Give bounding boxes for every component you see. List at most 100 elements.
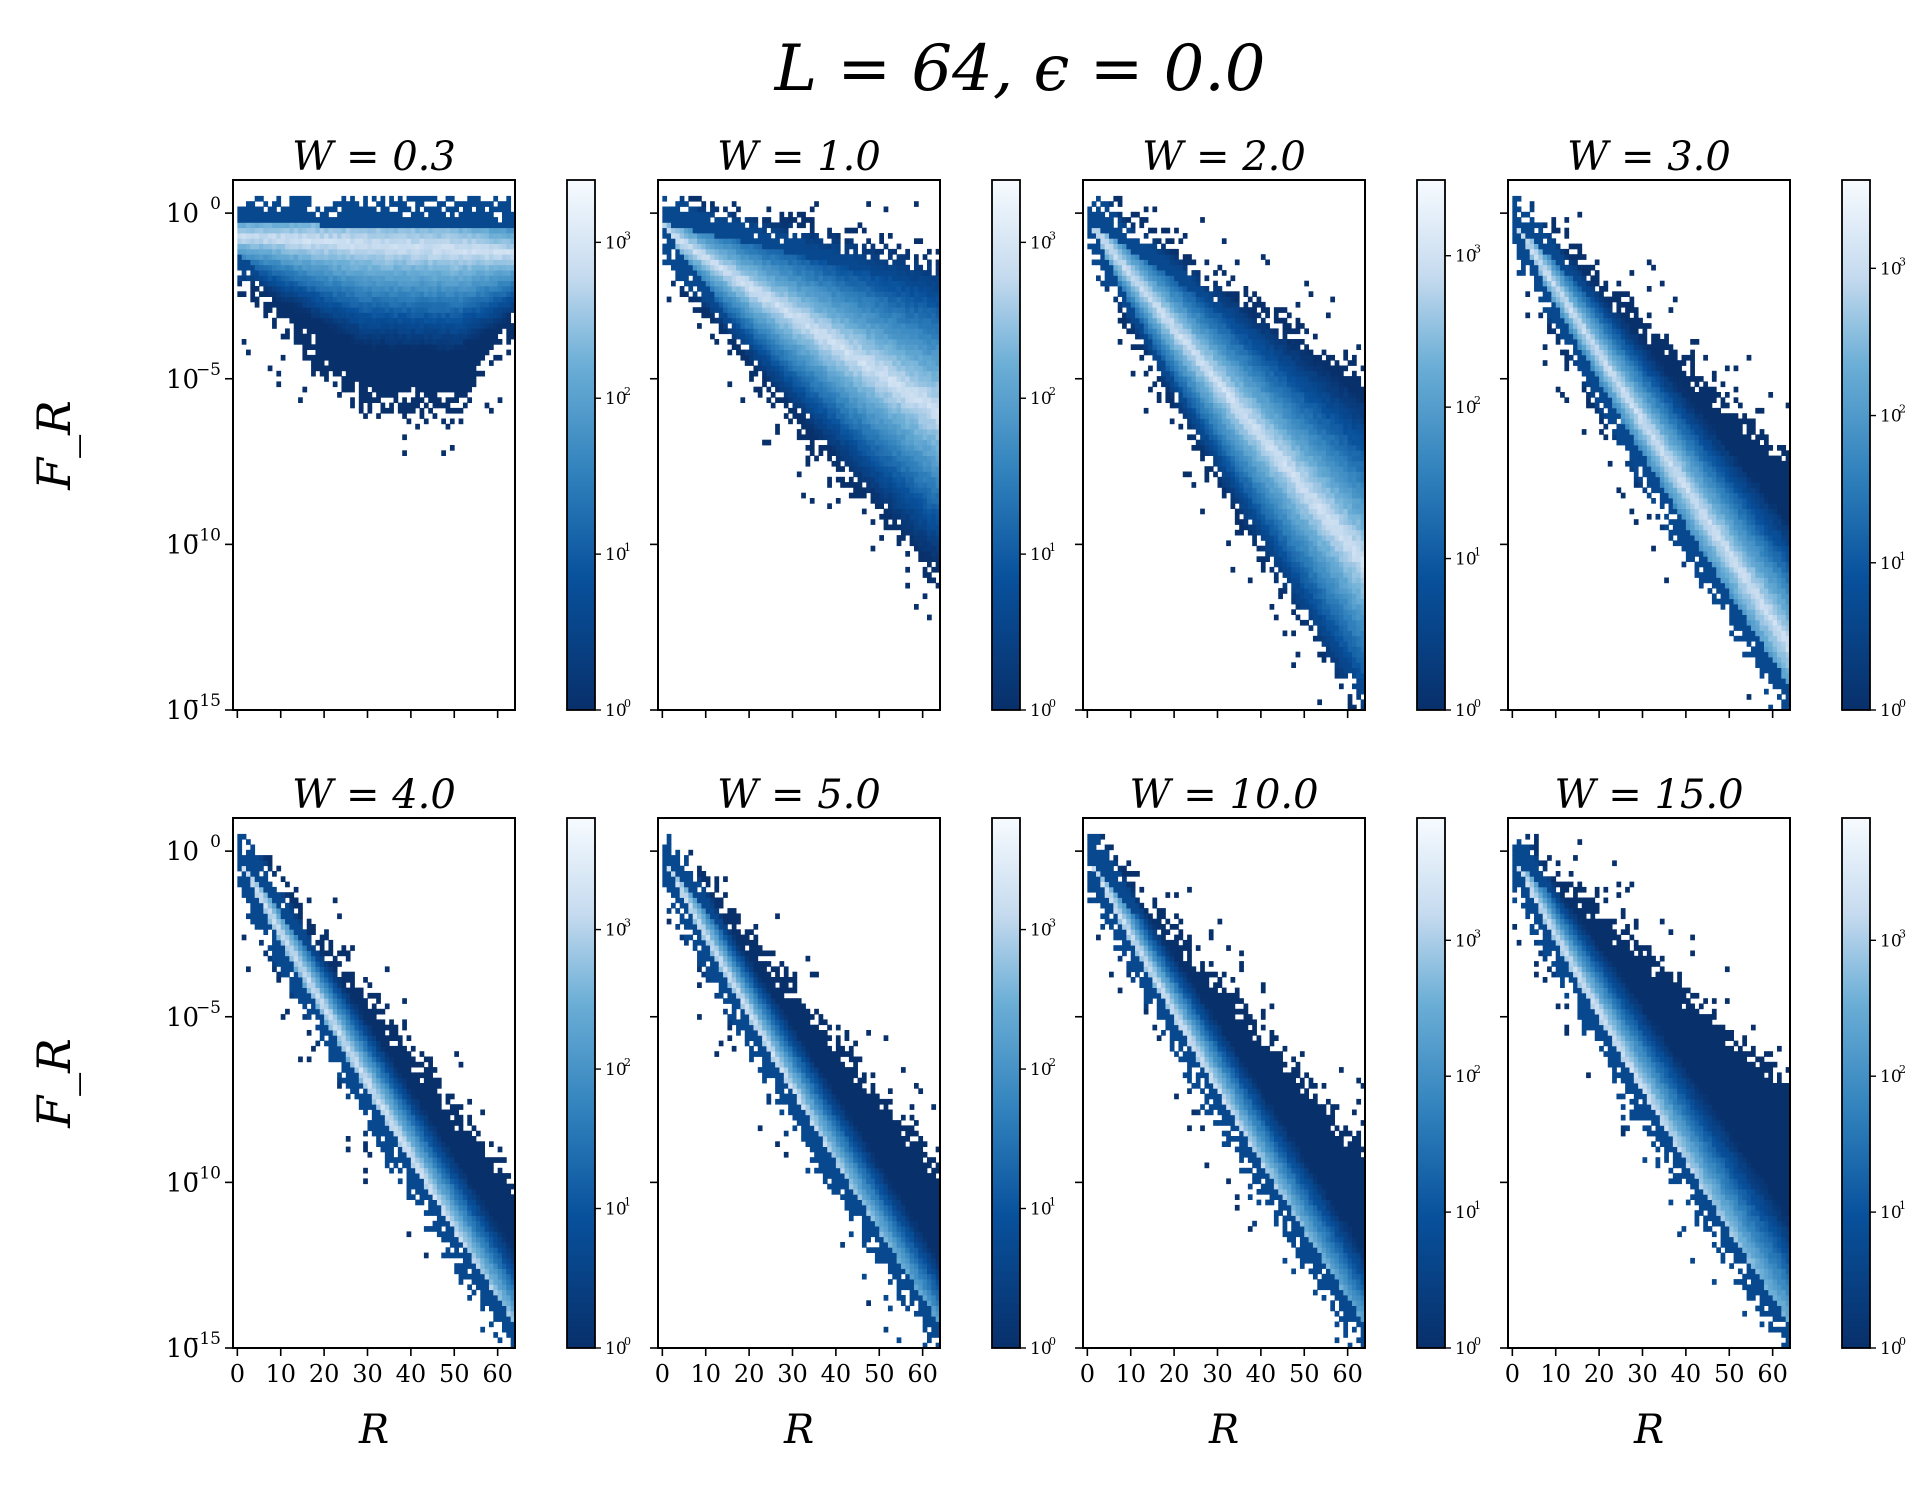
heatmap-cell [697, 248, 702, 255]
heatmap-cell [384, 211, 390, 218]
heatmap-cell [1135, 333, 1140, 340]
heatmap-cell [762, 354, 767, 361]
heatmap-cell [267, 286, 273, 292]
heatmap-cell [380, 354, 386, 361]
heatmap-cell [662, 222, 668, 229]
heatmap-cell [306, 291, 312, 297]
heatmap-cell [874, 466, 880, 472]
heatmap-cell [718, 307, 724, 313]
heatmap-cell [449, 264, 455, 271]
heatmap-cell [857, 418, 863, 425]
heatmap-cell [926, 556, 932, 562]
heatmap-cell [818, 275, 824, 282]
heatmap-cell [744, 275, 750, 282]
heatmap-cell [289, 201, 295, 207]
heatmap-cell [497, 243, 503, 250]
heatmap-cell [883, 376, 889, 382]
heatmap-cell [905, 344, 911, 350]
heatmap-cell [922, 450, 928, 456]
heatmap-cell [775, 360, 780, 366]
heatmap-cell [896, 370, 902, 377]
heatmap-cell [918, 360, 924, 366]
heatmap-cell [744, 270, 750, 276]
heatmap-cell [814, 233, 819, 239]
heatmap-cell [1161, 248, 1166, 255]
heatmap-cell [428, 392, 433, 398]
heatmap-cell [905, 423, 911, 430]
heatmap-cell [883, 333, 889, 340]
heatmap-cell [918, 238, 924, 244]
heatmap-cell [241, 254, 247, 260]
heatmap-cell [918, 301, 924, 308]
heatmap-cell [736, 344, 741, 350]
heatmap-cell [397, 195, 403, 202]
heatmap-cell [905, 413, 911, 419]
heatmap-cell [1117, 227, 1123, 234]
heatmap-cell [896, 360, 902, 366]
heatmap-cell [462, 392, 468, 398]
heatmap-cell [1174, 370, 1179, 377]
heatmap-cell [935, 370, 941, 377]
heatmap-cell [697, 323, 702, 329]
heatmap-cell [376, 280, 381, 287]
colorbar-tick-label: 10 [605, 545, 627, 565]
heatmap-cell [311, 259, 316, 266]
heatmap-cell [506, 233, 512, 239]
heatmap-cell [497, 397, 503, 403]
heatmap-cell [341, 195, 347, 202]
heatmap-cell [449, 418, 455, 425]
heatmap-cell [1126, 317, 1132, 324]
heatmap-cell [354, 349, 360, 356]
heatmap-cell [324, 227, 329, 234]
heatmap-cell [757, 227, 763, 234]
heatmap-cell [263, 211, 269, 218]
heatmap-cell [423, 392, 429, 398]
heatmap-cell [688, 296, 694, 303]
heatmap-cell [679, 238, 685, 244]
heatmap-cell [727, 264, 733, 271]
heatmap-cell [827, 503, 832, 509]
heatmap-cell [753, 280, 759, 287]
heatmap-cell [926, 466, 932, 472]
heatmap-cell [896, 466, 902, 472]
heatmap-cell [306, 195, 312, 202]
heatmap-cell [1148, 291, 1153, 297]
heatmap-cell [770, 402, 776, 409]
heatmap-cell [857, 434, 863, 441]
heatmap-cell [1122, 264, 1127, 271]
heatmap-cell [354, 264, 360, 271]
heatmap-cell [818, 344, 824, 350]
heatmap-cell [1165, 339, 1171, 345]
heatmap-cell [241, 222, 247, 229]
heatmap-cell [861, 307, 867, 313]
heatmap-cell [493, 275, 499, 282]
heatmap-cell [237, 233, 243, 239]
heatmap-cell [840, 402, 845, 409]
heatmap-cell [419, 270, 425, 276]
heatmap-cell [918, 291, 924, 297]
heatmap-cell [1143, 301, 1149, 308]
heatmap-cell [835, 466, 841, 472]
heatmap-cell [380, 296, 386, 303]
heatmap-cell [1152, 333, 1158, 340]
heatmap-cell [488, 233, 494, 239]
heatmap-cell [718, 243, 724, 250]
heatmap-cell [896, 275, 902, 282]
heatmap-cell [818, 280, 824, 287]
heatmap-cell [302, 195, 308, 202]
heatmap-cell [866, 280, 871, 287]
heatmap-cell [332, 206, 338, 213]
heatmap-cell [835, 333, 841, 340]
heatmap-cell [306, 354, 312, 361]
heatmap-cell [458, 254, 464, 260]
heatmap-cell [788, 291, 793, 297]
heatmap-cell [935, 291, 941, 297]
heatmap-cell [892, 423, 898, 430]
heatmap-cell [870, 323, 876, 329]
heatmap-cell [415, 312, 420, 319]
heatmap-cell [935, 323, 941, 329]
heatmap-cell [488, 211, 494, 218]
heatmap-cell [926, 360, 932, 366]
heatmap-cell [848, 381, 854, 388]
heatmap-cell [705, 286, 711, 292]
